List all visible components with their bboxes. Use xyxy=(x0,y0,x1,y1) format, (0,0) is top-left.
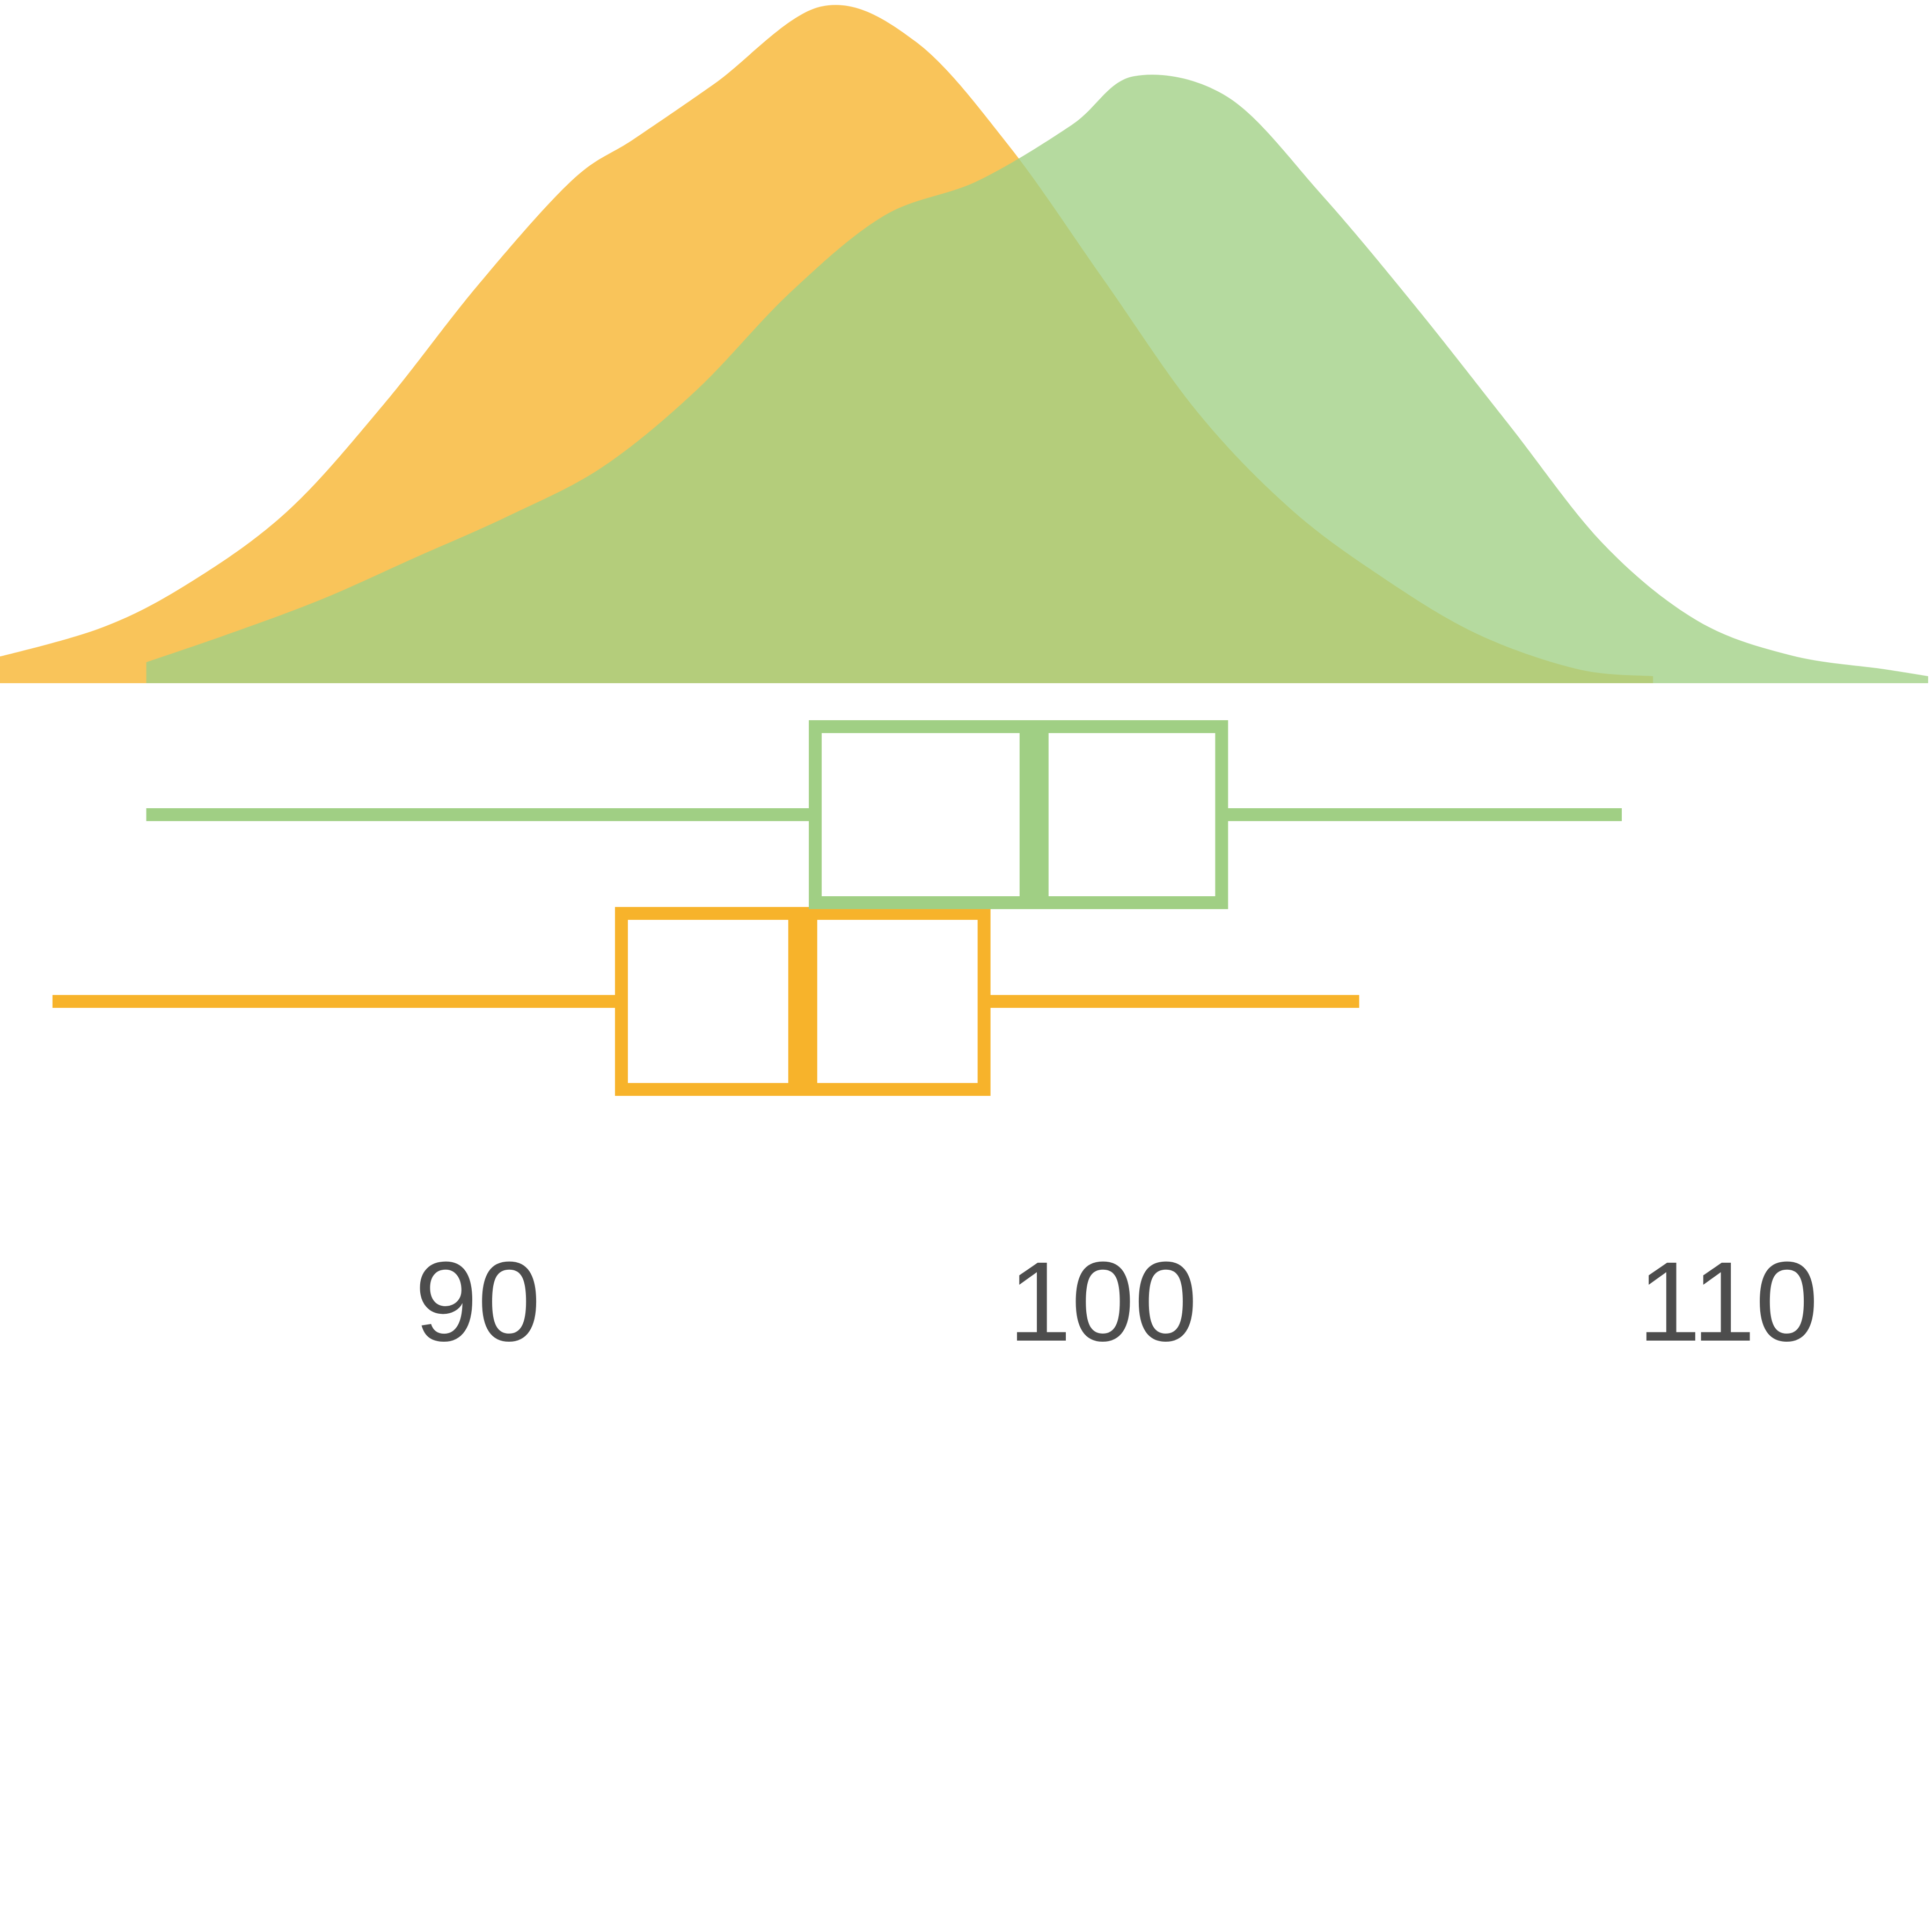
boxplot-box xyxy=(809,720,1228,909)
x-tick-label-110: 110 xyxy=(1638,1238,1818,1365)
x-tick-label-100: 100 xyxy=(1008,1238,1197,1365)
boxplot-layer xyxy=(52,720,1622,1096)
density-layer xyxy=(0,5,1928,683)
x-axis-tick-labels: 90 100 110 xyxy=(415,1238,1819,1365)
x-tick-label-90: 90 xyxy=(415,1238,541,1365)
boxplot-2 xyxy=(146,720,1622,909)
density-curve-2 xyxy=(146,75,1928,683)
boxplot-1 xyxy=(52,907,1359,1096)
